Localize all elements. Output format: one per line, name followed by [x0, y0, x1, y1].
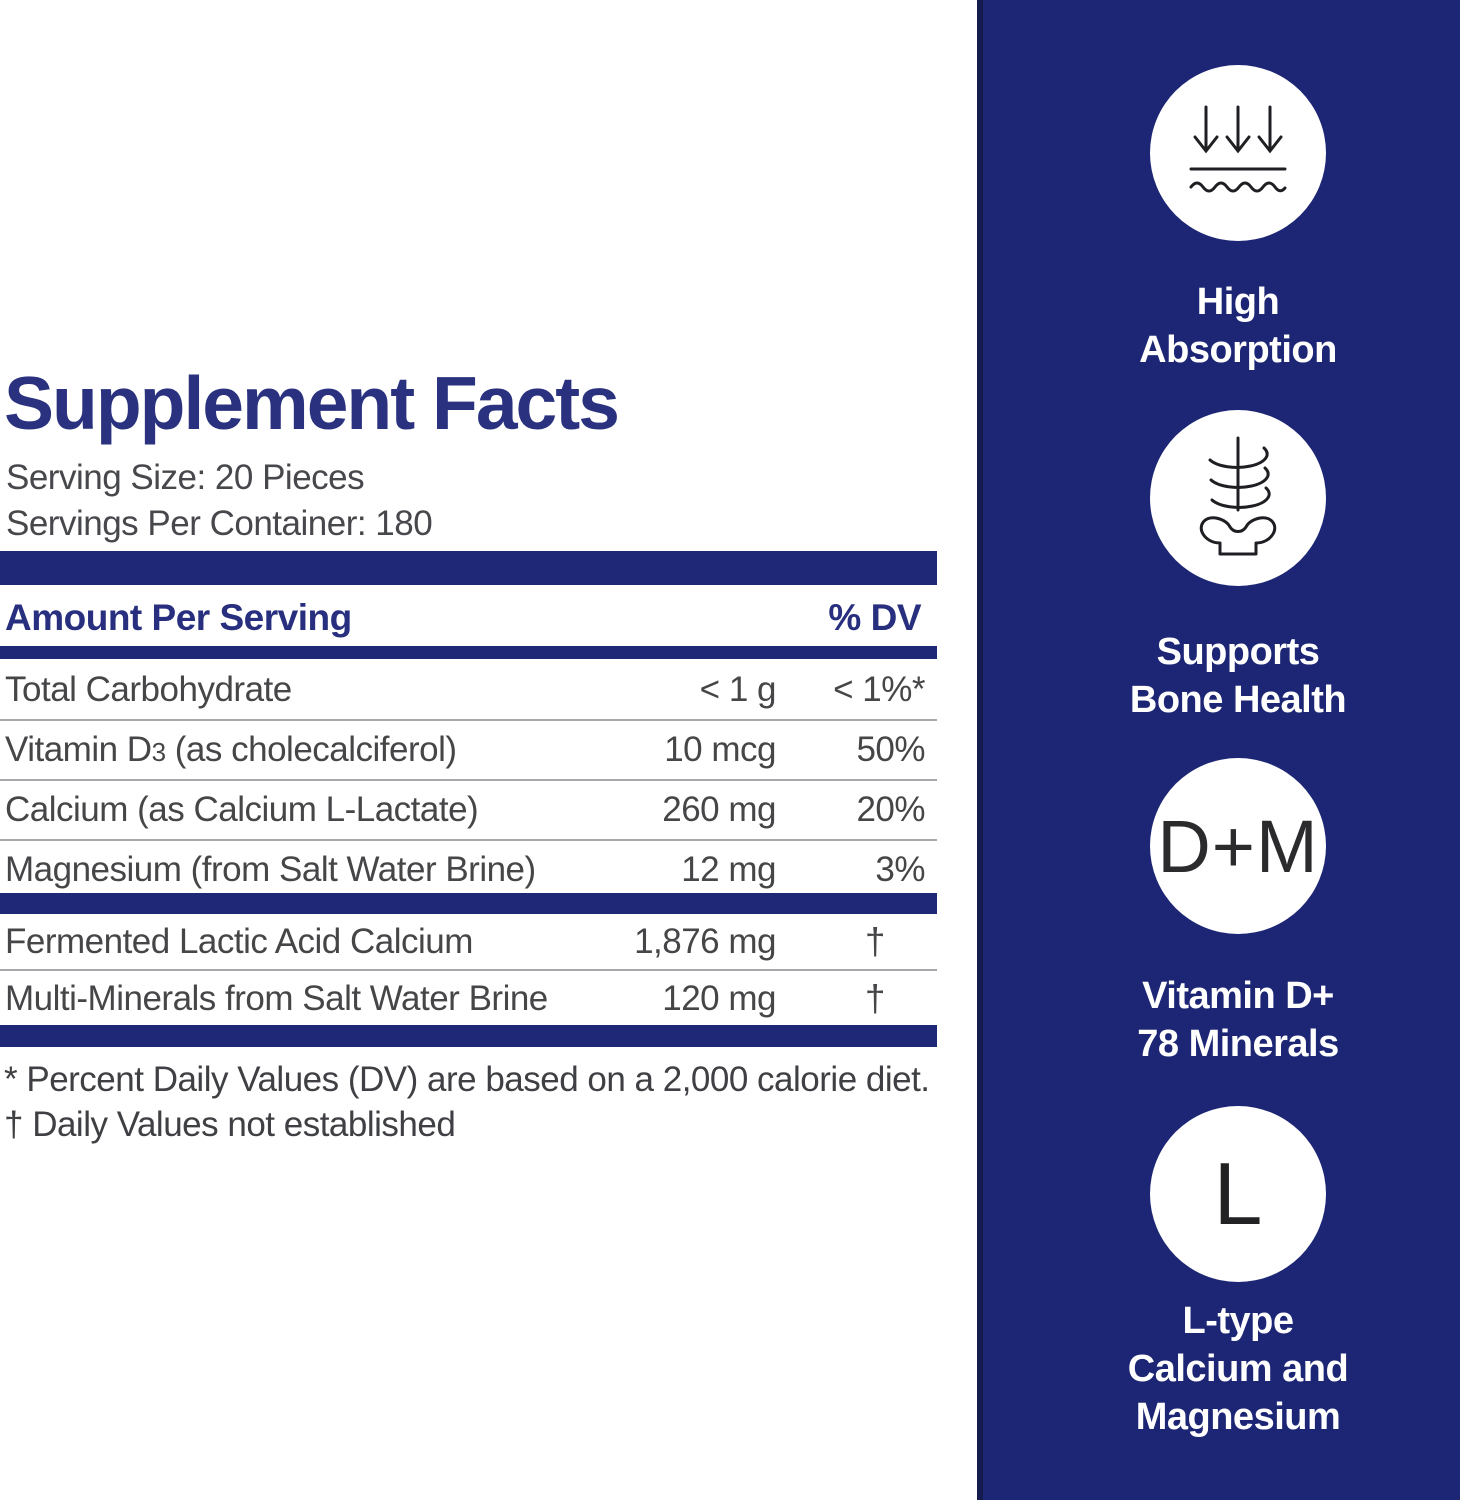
feature-circle-dm: D+M [1150, 758, 1326, 934]
nutrient-amount: 120 mg [662, 978, 776, 1018]
nutrient-name: Magnesium (from Salt Water Brine) [5, 850, 536, 889]
table-row: Magnesium (from Salt Water Brine) 12 mg … [0, 841, 937, 899]
feature-label-vitamin-d: Vitamin D+ 78 Minerals [1137, 975, 1339, 1065]
nutrient-dv: † [864, 920, 886, 962]
nutrient-dv: 20% [856, 790, 925, 829]
nutrient-dv: † [864, 977, 886, 1019]
nutrient-table-section-2: Fermented Lactic Acid Calcium 1,876 mg †… [0, 914, 937, 1026]
nutrient-amount: 12 mg [681, 850, 776, 889]
nutrient-amount: 10 mcg [664, 730, 776, 769]
nutrient-amount: < 1 g [699, 670, 777, 709]
table-row: Total Carbohydrate < 1 g < 1%* [0, 661, 937, 721]
supplement-facts-panel: Supplement Facts Serving Size: 20 Pieces… [0, 361, 937, 1144]
table-row: Vitamin D3 (as cholecalciferol) 10 mcg 5… [0, 721, 937, 781]
nutrient-name: Fermented Lactic Acid Calcium [5, 921, 473, 961]
divider-bar-medium [0, 1025, 937, 1047]
absorption-arrows-icon [1177, 103, 1299, 203]
page-title: Supplement Facts [4, 361, 620, 445]
divider-bar-thick [0, 551, 937, 585]
column-header-dv: % DV [828, 597, 921, 638]
divider-bar-medium [0, 893, 937, 914]
nutrient-name: Total Carbohydrate [5, 670, 292, 709]
nutrient-table-section-1: Total Carbohydrate < 1 g < 1%* Vitamin D… [0, 661, 937, 899]
footnote-dagger: † Daily Values not established [4, 1105, 456, 1144]
table-header-row: Amount Per Serving % DV [0, 597, 937, 641]
nutrient-dv: 3% [875, 850, 925, 889]
table-row: Multi-Minerals from Salt Water Brine 120… [0, 971, 937, 1026]
nutrient-name: Calcium (as Calcium L-Lactate) [5, 790, 479, 829]
table-row: Fermented Lactic Acid Calcium 1,876 mg † [0, 914, 937, 971]
footnote-dv: * Percent Daily Values (DV) are based on… [4, 1060, 930, 1099]
feature-label-bone: Supports Bone Health [1129, 631, 1347, 721]
table-row: Calcium (as Calcium L-Lactate) 260 mg 20… [0, 781, 937, 841]
d-plus-m-badge: D+M [1157, 804, 1319, 888]
feature-sidebar: High Absorption Supports Bone Health D+M… [977, 0, 1460, 1500]
feature-label-ltype: L-type Calcium and Magnesium [1127, 1300, 1349, 1438]
divider-bar-medium [0, 646, 937, 659]
nutrient-dv: 50% [856, 730, 925, 769]
servings-per-container-text: Servings Per Container: 180 [6, 504, 433, 543]
spine-icon [1176, 434, 1300, 562]
feature-circle-bone [1150, 410, 1326, 586]
feature-circle-l: L [1150, 1106, 1326, 1282]
nutrient-amount: 260 mg [662, 790, 776, 829]
nutrient-dv: < 1%* [833, 670, 925, 709]
serving-size-text: Serving Size: 20 Pieces [6, 458, 365, 497]
nutrient-amount: 1,876 mg [634, 921, 776, 961]
feature-label-absorption: High Absorption [1139, 281, 1337, 371]
nutrient-name: Vitamin D3 (as cholecalciferol) [5, 730, 457, 769]
l-badge: L [1213, 1144, 1263, 1243]
nutrient-name: Multi-Minerals from Salt Water Brine [5, 978, 548, 1018]
feature-circle-absorption [1150, 65, 1326, 241]
column-header-amount: Amount Per Serving [5, 597, 352, 638]
